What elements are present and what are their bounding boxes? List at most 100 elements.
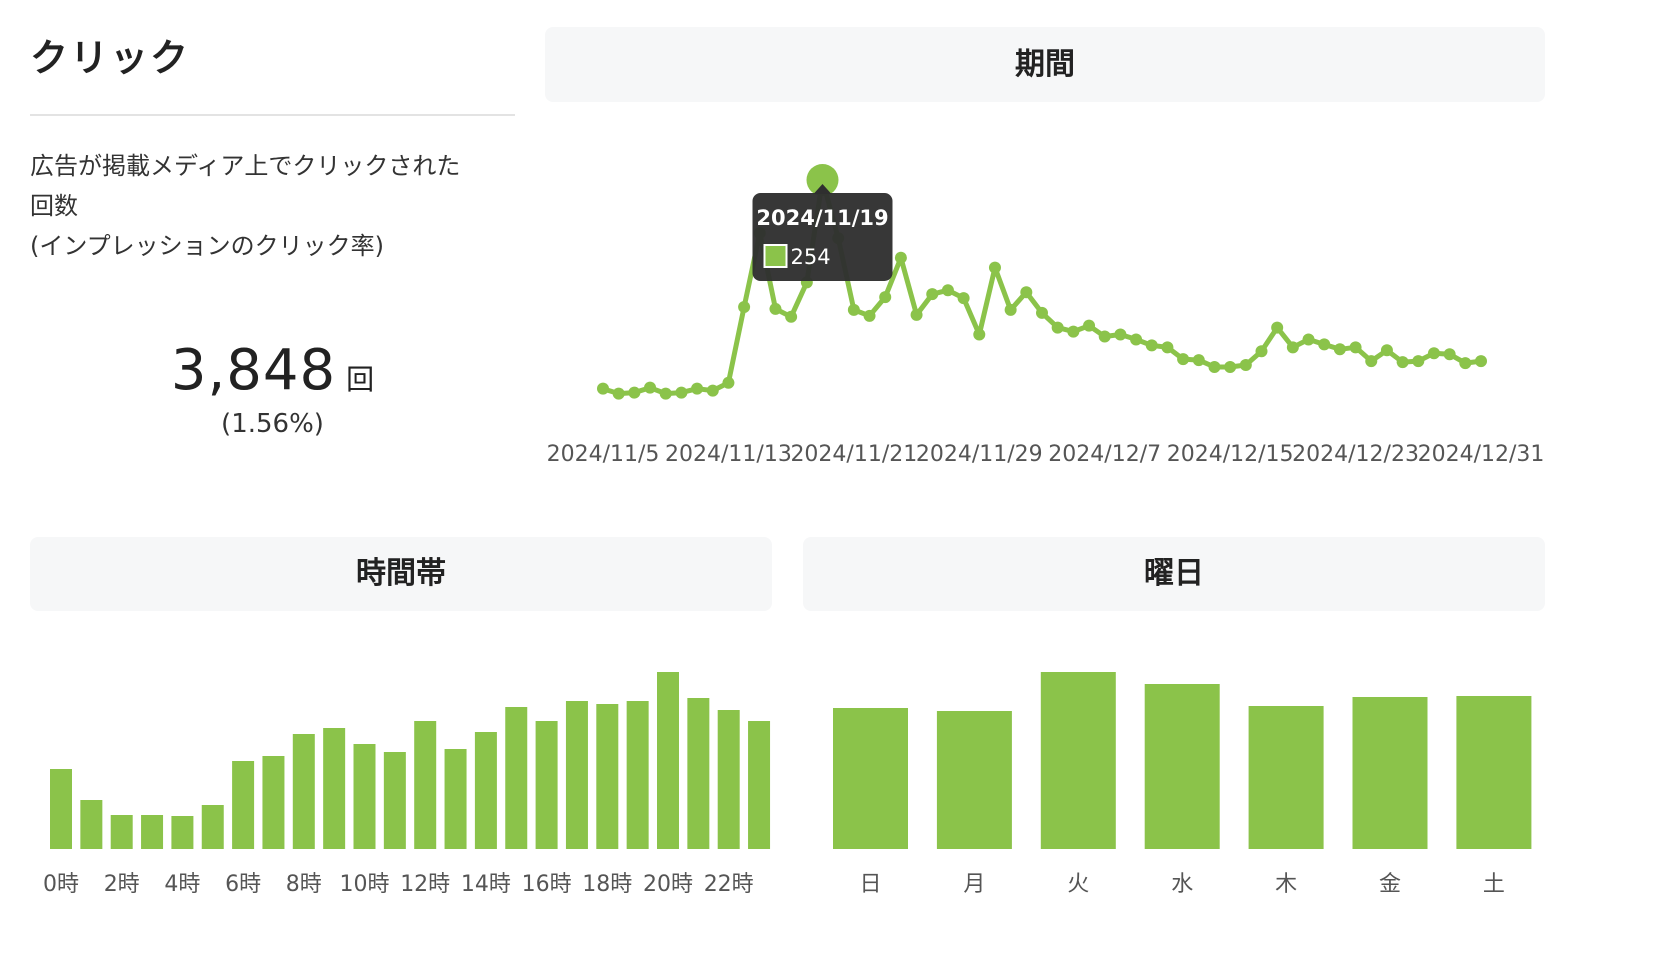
- period-data-point: [1271, 321, 1284, 334]
- hourly-bar: [323, 728, 346, 849]
- hourly-bar: [201, 805, 224, 849]
- period-x-tick-label: 2024/12/15: [1167, 442, 1294, 467]
- hourly-bar: [626, 701, 649, 849]
- hourly-x-tick-label: 10時: [340, 872, 390, 897]
- hourly-x-tick-label: 14時: [461, 872, 511, 897]
- hourly-chart-title: 時間帯: [30, 537, 772, 611]
- period-data-point: [659, 387, 672, 400]
- description-line-2: 回数: [30, 192, 78, 220]
- metric-title: クリック: [30, 36, 191, 80]
- hourly-x-tick-label: 0時: [43, 872, 79, 897]
- tooltip-date: 2024/11/19: [756, 206, 888, 230]
- weekday-bar: [936, 711, 1012, 849]
- period-x-tick-label: 2024/11/21: [790, 442, 917, 467]
- hourly-bar: [171, 816, 194, 849]
- period-data-point: [1114, 328, 1127, 341]
- title-divider: [30, 114, 515, 116]
- period-data-point: [1145, 339, 1158, 352]
- hourly-bar: [474, 732, 497, 849]
- weekday-x-tick-label: 土: [1483, 872, 1505, 897]
- hourly-x-tick-label: 12時: [400, 872, 450, 897]
- hourly-bar: [444, 749, 467, 849]
- weekday-x-tick-label: 火: [1067, 872, 1089, 897]
- hourly-bar: [657, 672, 679, 849]
- hourly-bar: [80, 800, 103, 849]
- weekday-chart-title: 曜日: [803, 537, 1545, 611]
- weekday-bar: [1040, 672, 1116, 849]
- period-data-point: [879, 291, 892, 304]
- metric-rate: (1.56%): [221, 409, 324, 439]
- period-data-point: [691, 382, 704, 395]
- hourly-bar: [141, 815, 164, 849]
- hourly-bar: [383, 752, 406, 849]
- hourly-bar: [505, 707, 528, 849]
- period-data-point: [1412, 355, 1425, 368]
- period-data-point: [1067, 325, 1080, 338]
- tooltip-value: 254: [791, 245, 831, 269]
- period-x-tick-label: 2024/12/23: [1292, 442, 1419, 467]
- period-x-tick-label: 2024/12/7: [1048, 442, 1161, 467]
- hourly-x-tick-label: 4時: [164, 872, 200, 897]
- hourly-x-tick-label: 8時: [286, 872, 322, 897]
- period-data-point: [769, 302, 782, 315]
- weekday-bar: [1456, 696, 1532, 849]
- description-line-1: 広告が掲載メディア上でクリックされた: [30, 152, 461, 180]
- period-data-point: [1161, 341, 1174, 354]
- metric-description: 広告が掲載メディア上でクリックされた 回数 (インプレッションのクリック率): [30, 146, 515, 266]
- hourly-bar: [232, 761, 255, 849]
- period-data-point: [957, 292, 970, 305]
- period-data-point: [722, 376, 735, 389]
- weekday-bar: [833, 708, 908, 849]
- period-data-point: [1224, 361, 1237, 374]
- hourly-bar: [748, 721, 771, 849]
- period-data-point: [1177, 353, 1190, 366]
- period-data-point: [863, 309, 876, 322]
- period-data-point: [597, 382, 609, 395]
- period-data-point: [1459, 357, 1472, 370]
- metric-value-block: 3,848 回 (1.56%): [30, 338, 515, 439]
- hourly-bar: [414, 721, 437, 849]
- period-data-point: [1443, 348, 1456, 361]
- weekday-x-tick-label: 金: [1379, 872, 1401, 897]
- period-data-point: [1051, 321, 1064, 334]
- period-data-point: [1365, 355, 1378, 368]
- weekday-bar: [1248, 706, 1324, 849]
- period-data-point: [1427, 347, 1440, 360]
- period-data-point: [1192, 354, 1205, 367]
- period-data-point: [806, 164, 839, 196]
- period-data-point: [1318, 338, 1331, 351]
- hourly-bar: [535, 721, 558, 849]
- period-x-tick-label: 2024/11/13: [665, 442, 792, 467]
- hourly-bar: [292, 734, 315, 849]
- period-data-point: [1475, 355, 1487, 368]
- period-series-line: [602, 177, 1482, 397]
- hourly-x-tick-label: 20時: [643, 872, 693, 897]
- period-data-point: [1380, 344, 1393, 357]
- weekday-bar: [1144, 684, 1220, 849]
- hourly-bar: [687, 698, 710, 849]
- period-x-tick-label: 2024/11/29: [916, 442, 1043, 467]
- period-data-point: [1333, 343, 1346, 356]
- hourly-x-tick-label: 18時: [582, 872, 632, 897]
- weekday-x-tick-label: 月: [963, 872, 985, 897]
- period-data-point: [941, 284, 954, 297]
- period-data-point: [1004, 303, 1017, 316]
- period-data-point: [988, 261, 1001, 274]
- metric-unit: 回: [346, 363, 375, 396]
- period-data-point: [738, 300, 751, 313]
- period-data-point: [675, 386, 688, 399]
- weekday-x-tick-label: 木: [1275, 872, 1297, 897]
- period-data-point: [926, 288, 939, 301]
- period-chart-title: 期間: [545, 27, 1545, 102]
- period-data-point: [1396, 356, 1409, 369]
- period-data-point: [785, 310, 798, 323]
- period-data-point: [1349, 341, 1362, 354]
- period-data-point: [1286, 341, 1299, 354]
- hourly-bar: [565, 701, 588, 849]
- period-data-point: [1036, 306, 1048, 319]
- summary-panel: クリック 広告が掲載メディア上でクリックされた 回数 (インプレッションのクリッ…: [30, 20, 515, 439]
- tooltip-swatch: [763, 244, 788, 268]
- hourly-x-tick-label: 16時: [522, 872, 572, 897]
- weekday-x-tick-label: 水: [1171, 872, 1193, 897]
